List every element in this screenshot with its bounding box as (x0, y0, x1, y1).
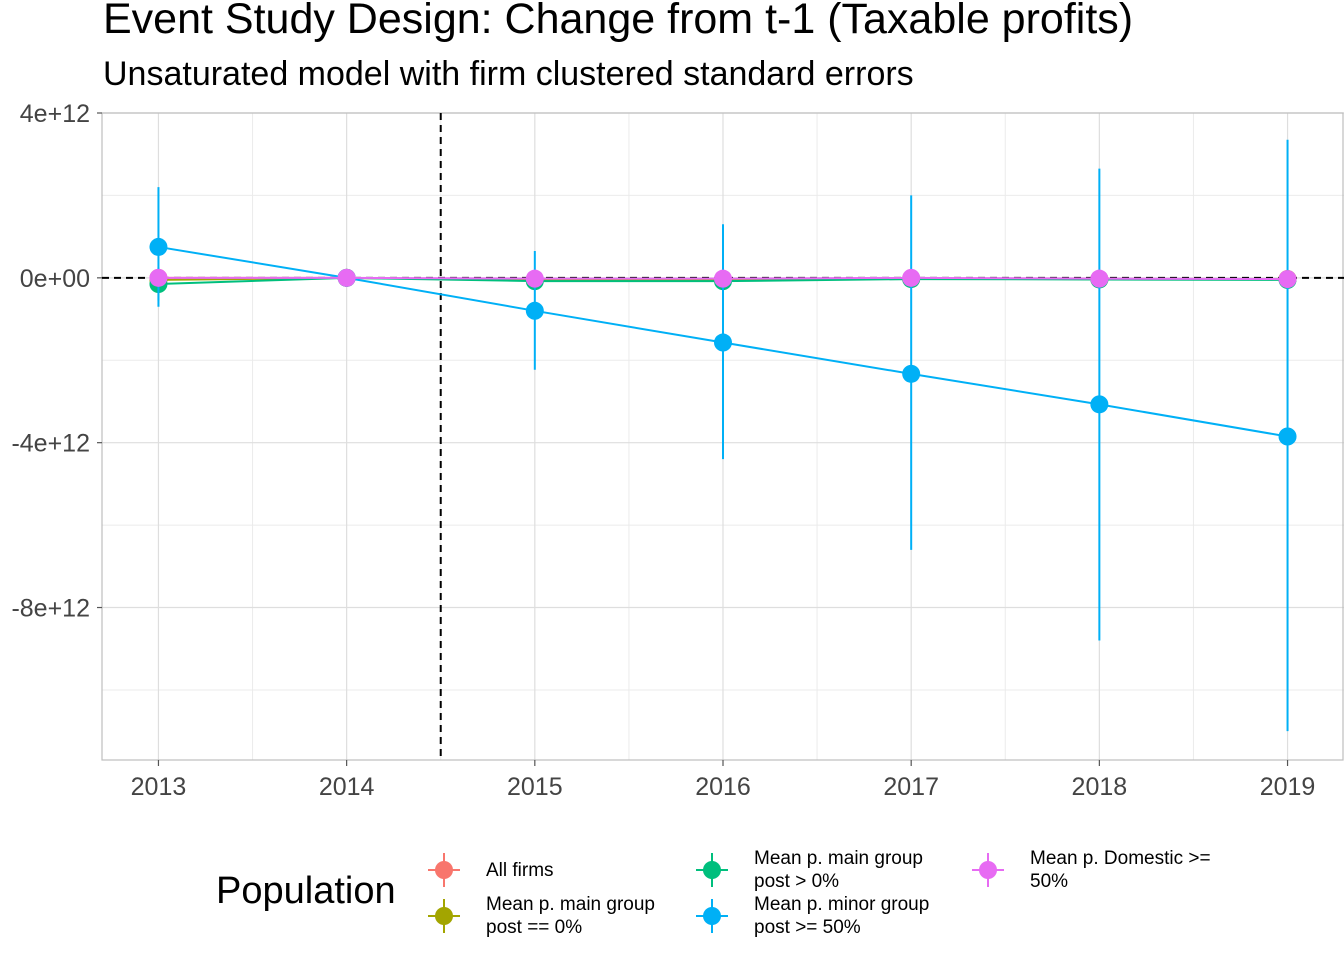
x-tick-label: 2018 (1072, 773, 1128, 801)
data-point (902, 364, 921, 383)
legend-label: Mean p. Domestic >= 50% (1030, 848, 1211, 892)
legend-label: Mean p. minor group post >= 50% (754, 894, 930, 938)
data-point (714, 269, 732, 288)
data-point (525, 301, 544, 320)
legend-label: Mean p. main group post == 0% (486, 894, 655, 938)
series-4 (149, 268, 1297, 289)
x-tick-label: 2015 (507, 773, 563, 801)
y-tick-label: -4e+12 (11, 430, 90, 458)
data-point (1090, 269, 1109, 288)
data-point (1278, 270, 1297, 289)
legend-key (428, 853, 460, 887)
x-tick-label: 2016 (695, 773, 751, 801)
legend-item: Mean p. Domestic >= 50% (968, 847, 1228, 893)
legend-key (972, 853, 1004, 887)
x-tick-label: 2014 (319, 773, 375, 801)
legend-key-point (435, 907, 453, 925)
chart-subtitle: Unsaturated model with firm clustered st… (103, 55, 914, 93)
legend-key (696, 899, 728, 933)
data-point (525, 269, 544, 288)
data-point (149, 237, 168, 256)
legend-item: Mean p. minor group post >= 50% (692, 893, 952, 939)
x-tick-label: 2013 (131, 773, 187, 801)
legend-key-point (979, 861, 997, 879)
legend-title: Population (216, 870, 396, 912)
data-point (1090, 395, 1109, 414)
data-point (714, 333, 732, 352)
legend-key (428, 899, 460, 933)
legend-item: Mean p. main group post == 0% (424, 893, 684, 939)
data-point (1278, 427, 1297, 446)
legend-key-point (703, 907, 721, 925)
data-point (902, 268, 921, 287)
x-tick-label: 2019 (1260, 773, 1316, 801)
legend-key (696, 853, 728, 887)
legend-item: All firms (424, 847, 684, 893)
legend-label: Mean p. main group post > 0% (754, 848, 923, 892)
legend-item: Mean p. main group post > 0% (692, 847, 952, 893)
y-tick-label: 4e+12 (20, 100, 90, 128)
legend-label: All firms (486, 860, 554, 881)
y-tick-label: 0e+00 (20, 265, 90, 293)
legend-key-point (435, 861, 453, 879)
data-point (149, 268, 168, 287)
data-point (337, 268, 356, 287)
legend-key-point (703, 861, 721, 879)
y-tick-label: -8e+12 (11, 595, 90, 623)
x-tick-label: 2017 (883, 773, 939, 801)
chart-title: Event Study Design: Change from t-1 (Tax… (103, 0, 1134, 43)
